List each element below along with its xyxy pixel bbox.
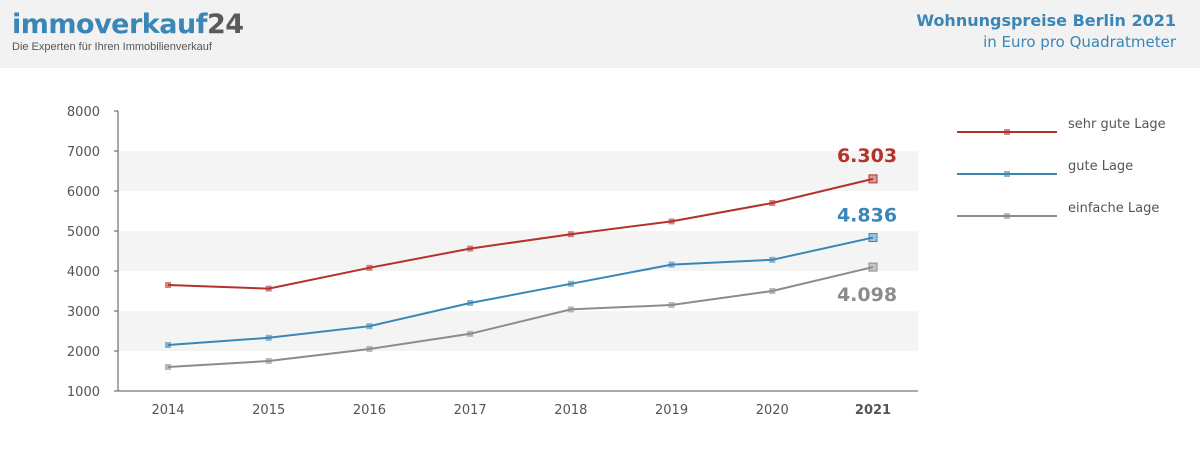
data-point	[868, 233, 878, 243]
chart-subtitle: in Euro pro Quadratmeter	[983, 33, 1176, 51]
grid-band	[118, 151, 918, 191]
data-point	[366, 264, 373, 271]
legend-label: sehr gute Lage	[1068, 117, 1166, 132]
y-tick-label: 8000	[67, 105, 100, 120]
data-point	[467, 300, 474, 306]
grid-band	[118, 231, 918, 271]
header-bar: immoverkauf24 Die Experten für Ihren Imm…	[0, 0, 1200, 68]
data-point	[868, 262, 878, 272]
data-point	[467, 245, 474, 252]
data-point	[567, 306, 574, 313]
chart-title: Wohnungspreise Berlin 2021	[916, 11, 1176, 30]
y-tick-label: 4000	[67, 265, 100, 280]
y-tick-label: 6000	[67, 185, 100, 200]
series-line	[167, 236, 874, 346]
legend-marker	[1004, 171, 1010, 177]
logo: immoverkauf24	[12, 8, 244, 42]
data-point	[769, 200, 776, 206]
x-tick-label: 2021	[855, 403, 891, 418]
data-point	[769, 288, 776, 294]
y-tick-label: 7000	[67, 145, 100, 160]
logo-number: 24	[206, 9, 244, 40]
data-point	[769, 256, 776, 263]
x-tick-label: 2016	[353, 403, 386, 418]
data-label: 4.836	[837, 205, 897, 227]
x-tick-label: 2015	[252, 403, 285, 418]
legend-label: einfache Lage	[1068, 201, 1159, 216]
x-tick-label: 2014	[151, 403, 184, 418]
data-point	[265, 285, 272, 292]
x-tick-label: 2017	[454, 403, 487, 418]
data-point	[668, 218, 675, 225]
data-point	[668, 302, 675, 308]
series-line	[167, 177, 874, 290]
legend-marker	[1004, 213, 1010, 219]
logo-main: immoverkauf	[12, 9, 207, 40]
series-line	[167, 266, 874, 368]
data-point	[165, 342, 171, 348]
data-point	[567, 231, 574, 238]
y-tick-label: 1000	[67, 385, 100, 400]
data-point	[467, 330, 474, 337]
x-tick-label: 2020	[756, 403, 789, 418]
grid-band	[118, 311, 918, 351]
data-point	[265, 334, 272, 341]
y-tick-label: 3000	[67, 305, 100, 320]
data-point	[366, 346, 373, 352]
legend-label: gute Lage	[1068, 159, 1133, 174]
chart-title-block: Wohnungspreise Berlin 2021 in Euro pro Q…	[916, 10, 1176, 52]
data-point	[868, 174, 878, 184]
data-point	[165, 364, 171, 370]
data-point	[265, 358, 272, 364]
data-point	[668, 261, 675, 268]
x-tick-label: 2018	[554, 403, 587, 418]
data-label: 4.098	[837, 284, 897, 306]
y-tick-label: 2000	[67, 345, 100, 360]
data-point	[165, 282, 171, 288]
y-tick-label: 5000	[67, 225, 100, 240]
legend-marker	[1004, 129, 1010, 135]
data-point	[567, 280, 574, 287]
data-point	[366, 323, 373, 330]
tagline: Die Experten für Ihren Immobilienverkauf	[12, 41, 212, 53]
x-tick-label: 2019	[655, 403, 688, 418]
data-label: 6.303	[837, 145, 897, 167]
